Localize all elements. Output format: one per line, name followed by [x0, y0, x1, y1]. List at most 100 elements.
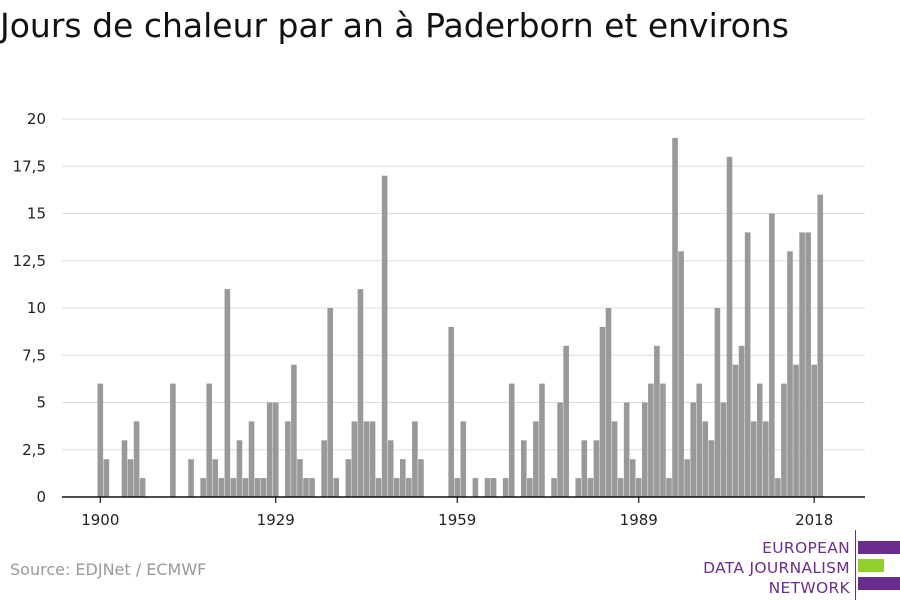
logo-line-1: EUROPEAN — [762, 539, 850, 557]
bar — [103, 459, 110, 497]
bar — [412, 421, 418, 497]
bar — [242, 478, 249, 497]
bar — [285, 421, 291, 497]
bar — [321, 440, 327, 497]
bar — [521, 440, 527, 497]
bar — [272, 402, 279, 497]
bar — [303, 478, 309, 497]
bar — [599, 326, 606, 497]
x-tick-label: 2018 — [795, 511, 833, 529]
bar — [484, 478, 491, 497]
chart-title: Jours de chaleur par an à Paderborn et e… — [0, 6, 789, 45]
bar — [472, 478, 479, 497]
bar — [690, 402, 696, 497]
bar — [266, 402, 273, 497]
logo-line-3: NETWORK — [768, 579, 850, 597]
bar — [309, 478, 315, 497]
bar — [188, 459, 194, 497]
bar — [617, 478, 624, 497]
bar — [297, 459, 303, 497]
y-tick-label: 2,5 — [22, 441, 46, 459]
bar — [351, 421, 358, 497]
bar — [200, 478, 206, 497]
bar — [611, 421, 618, 497]
bar — [527, 478, 533, 497]
bar — [381, 175, 388, 497]
bar — [254, 478, 261, 497]
bar — [629, 459, 636, 497]
bar — [454, 478, 461, 497]
bar — [363, 421, 370, 497]
bar — [448, 326, 454, 497]
source-note: Source: EDJNet / ECMWF — [10, 560, 207, 579]
x-tick-label: 1929 — [257, 511, 295, 529]
x-tick-label: 1989 — [620, 511, 658, 529]
bar — [738, 345, 745, 497]
bar — [170, 383, 176, 497]
bar — [666, 478, 672, 497]
logo-bar-bottom — [858, 577, 900, 590]
bar — [333, 478, 340, 497]
bar — [696, 383, 703, 497]
bar — [212, 459, 219, 497]
bar — [726, 156, 733, 498]
bar — [593, 440, 600, 497]
bar — [672, 137, 678, 497]
y-axis-labels: 0 2,5 5 7,5 10 12,5 15 17,5 20 — [13, 110, 46, 506]
bar — [678, 251, 684, 497]
bar — [502, 478, 509, 497]
bar — [97, 383, 104, 497]
bar — [357, 289, 364, 497]
bar — [260, 478, 267, 497]
bar — [375, 478, 382, 497]
bar — [799, 232, 805, 497]
logo-bar-top — [858, 541, 900, 554]
bar — [744, 232, 751, 497]
bar — [635, 478, 642, 497]
bar — [248, 421, 255, 497]
bar — [206, 383, 212, 497]
bar — [775, 478, 781, 497]
bar — [139, 478, 146, 497]
bar — [291, 364, 297, 497]
bar — [133, 421, 140, 497]
bar — [418, 459, 424, 497]
bar — [575, 478, 582, 497]
bar — [508, 383, 515, 497]
bar — [805, 232, 811, 497]
bar — [732, 364, 739, 497]
y-tick-label: 0 — [36, 488, 46, 506]
bar — [605, 308, 612, 497]
bar — [345, 459, 352, 497]
bar — [811, 364, 817, 497]
bars — [97, 137, 824, 498]
bar — [642, 402, 648, 497]
y-tick-label: 17,5 — [13, 157, 46, 175]
bar — [490, 478, 497, 497]
bar — [230, 478, 237, 497]
bar — [539, 383, 545, 497]
x-axis: 1900 1929 1959 1989 2018 — [62, 496, 865, 529]
bar — [708, 440, 715, 497]
bar — [793, 364, 799, 497]
y-tick-label: 20 — [27, 110, 46, 128]
bar — [581, 440, 588, 497]
bar — [218, 478, 225, 497]
edjnet-logo: EUROPEAN DATA JOURNALISM NETWORK — [700, 530, 900, 600]
bar — [406, 478, 412, 497]
bar — [648, 383, 654, 497]
bar — [236, 440, 243, 497]
bar — [660, 383, 666, 497]
y-tick-label: 5 — [36, 394, 46, 412]
gridlines — [62, 118, 865, 451]
y-tick-label: 12,5 — [13, 252, 46, 270]
bar-chart: 0 2,5 5 7,5 10 12,5 15 17,5 20 1900 1929 1959 1989 2… — [13, 110, 865, 529]
bar — [769, 213, 775, 497]
bar — [587, 478, 594, 497]
bar — [460, 421, 467, 497]
bar — [563, 345, 569, 497]
bar — [623, 402, 630, 497]
bar — [387, 440, 394, 497]
bar — [720, 402, 727, 497]
x-tick-label: 1900 — [81, 511, 119, 529]
